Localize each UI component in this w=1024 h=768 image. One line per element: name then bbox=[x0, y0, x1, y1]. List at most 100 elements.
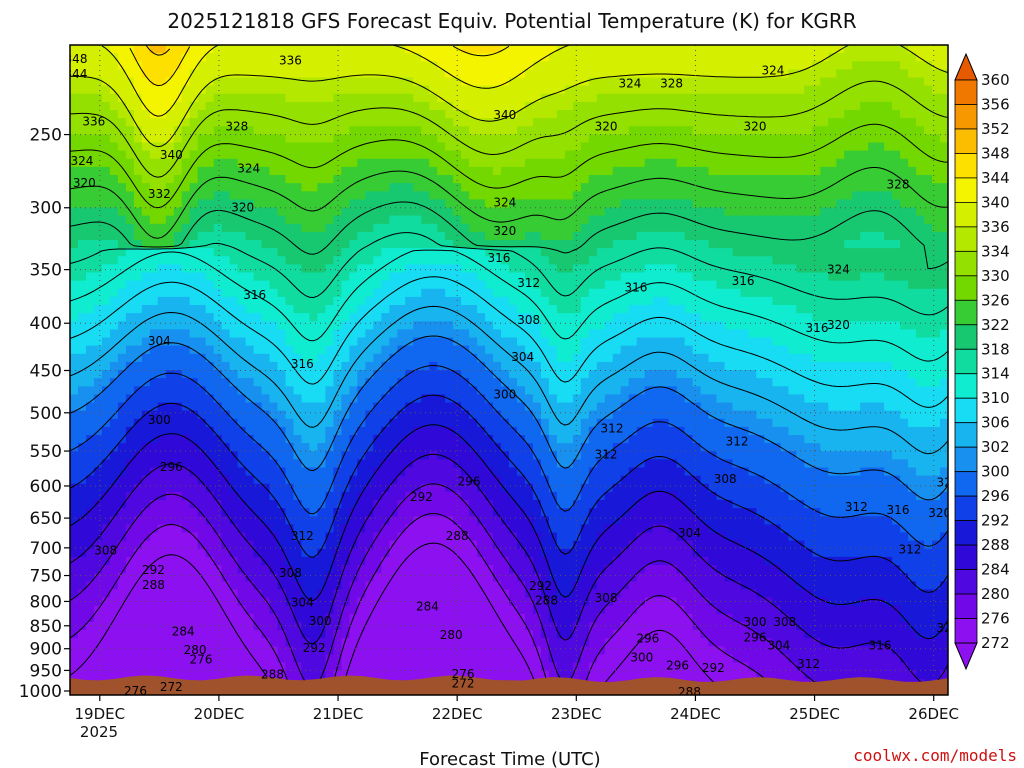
field-cell bbox=[221, 524, 231, 534]
field-cell bbox=[261, 93, 271, 103]
field-cell bbox=[285, 402, 295, 412]
field-cell bbox=[493, 240, 502, 249]
field-cell bbox=[421, 175, 430, 184]
field-cell bbox=[325, 207, 335, 217]
field-cell bbox=[381, 491, 390, 501]
field-cell bbox=[381, 142, 390, 152]
field-cell bbox=[86, 443, 95, 452]
field-cell bbox=[157, 296, 167, 306]
field-cell bbox=[269, 288, 279, 298]
field-cell bbox=[125, 573, 135, 582]
field-cell bbox=[365, 524, 374, 534]
field-cell bbox=[213, 175, 223, 184]
field-cell bbox=[429, 288, 438, 298]
field-cell bbox=[101, 223, 111, 233]
field-cell bbox=[477, 126, 486, 136]
field-cell bbox=[461, 321, 470, 331]
field-cell bbox=[181, 256, 191, 266]
field-cell bbox=[149, 581, 159, 591]
field-cell bbox=[493, 118, 502, 127]
field-cell bbox=[285, 410, 295, 420]
field-cell bbox=[469, 93, 478, 103]
field-cell bbox=[389, 296, 398, 306]
field-cell bbox=[469, 410, 478, 420]
field-cell bbox=[317, 540, 327, 550]
field-cell bbox=[493, 296, 502, 306]
field-cell bbox=[221, 646, 231, 656]
field-cell bbox=[285, 93, 295, 103]
field-cell bbox=[181, 386, 191, 396]
field-cell bbox=[253, 516, 263, 526]
field-cell bbox=[365, 175, 374, 184]
field-cell bbox=[293, 467, 303, 477]
field-cell bbox=[373, 524, 382, 534]
field-cell bbox=[429, 459, 438, 469]
field-cell bbox=[381, 264, 390, 274]
field-cell bbox=[429, 524, 438, 534]
field-cell bbox=[285, 378, 295, 387]
field-cell bbox=[453, 532, 462, 542]
field-cell bbox=[381, 394, 390, 404]
field-cell bbox=[205, 313, 215, 322]
field-cell bbox=[540, 459, 550, 469]
field-cell bbox=[373, 223, 382, 233]
field-cell bbox=[109, 516, 119, 526]
field-cell bbox=[261, 418, 271, 428]
field-cell bbox=[133, 491, 143, 501]
field-cell bbox=[525, 662, 534, 672]
field-cell bbox=[149, 321, 159, 331]
field-cell bbox=[221, 240, 231, 249]
field-cell bbox=[86, 508, 95, 517]
field-cell bbox=[205, 630, 215, 639]
field-cell bbox=[317, 150, 327, 160]
field-cell bbox=[101, 532, 111, 542]
field-cell bbox=[461, 646, 470, 656]
field-cell bbox=[189, 280, 199, 290]
field-cell bbox=[125, 394, 135, 404]
field-cell bbox=[78, 443, 87, 452]
field-cell bbox=[509, 118, 518, 127]
field-cell bbox=[525, 248, 534, 257]
field-cell bbox=[93, 475, 103, 485]
field-cell bbox=[333, 589, 343, 599]
field-cell bbox=[149, 118, 159, 127]
field-cell bbox=[149, 573, 159, 582]
field-cell bbox=[532, 69, 542, 79]
field-cell bbox=[413, 540, 422, 550]
field-cell bbox=[325, 256, 335, 266]
field-cell bbox=[165, 215, 175, 225]
field-cell bbox=[429, 378, 438, 387]
field-cell bbox=[109, 191, 119, 201]
field-cell bbox=[197, 605, 207, 615]
field-cell bbox=[556, 670, 566, 680]
field-cell bbox=[101, 556, 111, 566]
field-cell bbox=[453, 166, 462, 176]
field-cell bbox=[101, 581, 111, 591]
field-cell bbox=[445, 670, 454, 680]
field-cell bbox=[86, 548, 95, 558]
field-cell bbox=[429, 532, 438, 542]
field-cell bbox=[78, 378, 87, 387]
field-cell bbox=[293, 296, 303, 306]
field-cell bbox=[189, 451, 199, 461]
field-cell bbox=[540, 662, 550, 672]
field-cell bbox=[413, 532, 422, 542]
field-cell bbox=[477, 93, 486, 103]
field-cell bbox=[173, 280, 183, 290]
field-cell bbox=[517, 597, 526, 607]
field-cell bbox=[133, 565, 143, 574]
field-cell bbox=[245, 443, 255, 452]
field-cell bbox=[421, 443, 430, 452]
field-cell bbox=[461, 638, 470, 647]
field-cell bbox=[349, 370, 359, 379]
field-cell bbox=[525, 118, 534, 127]
field-cell bbox=[413, 605, 422, 615]
field-cell bbox=[301, 378, 311, 387]
field-cell bbox=[357, 207, 366, 217]
field-cell bbox=[493, 565, 502, 574]
field-cell bbox=[413, 378, 422, 387]
field-cell bbox=[149, 589, 159, 599]
field-cell bbox=[197, 459, 207, 469]
field-cell bbox=[381, 240, 390, 249]
field-cell bbox=[341, 329, 351, 339]
